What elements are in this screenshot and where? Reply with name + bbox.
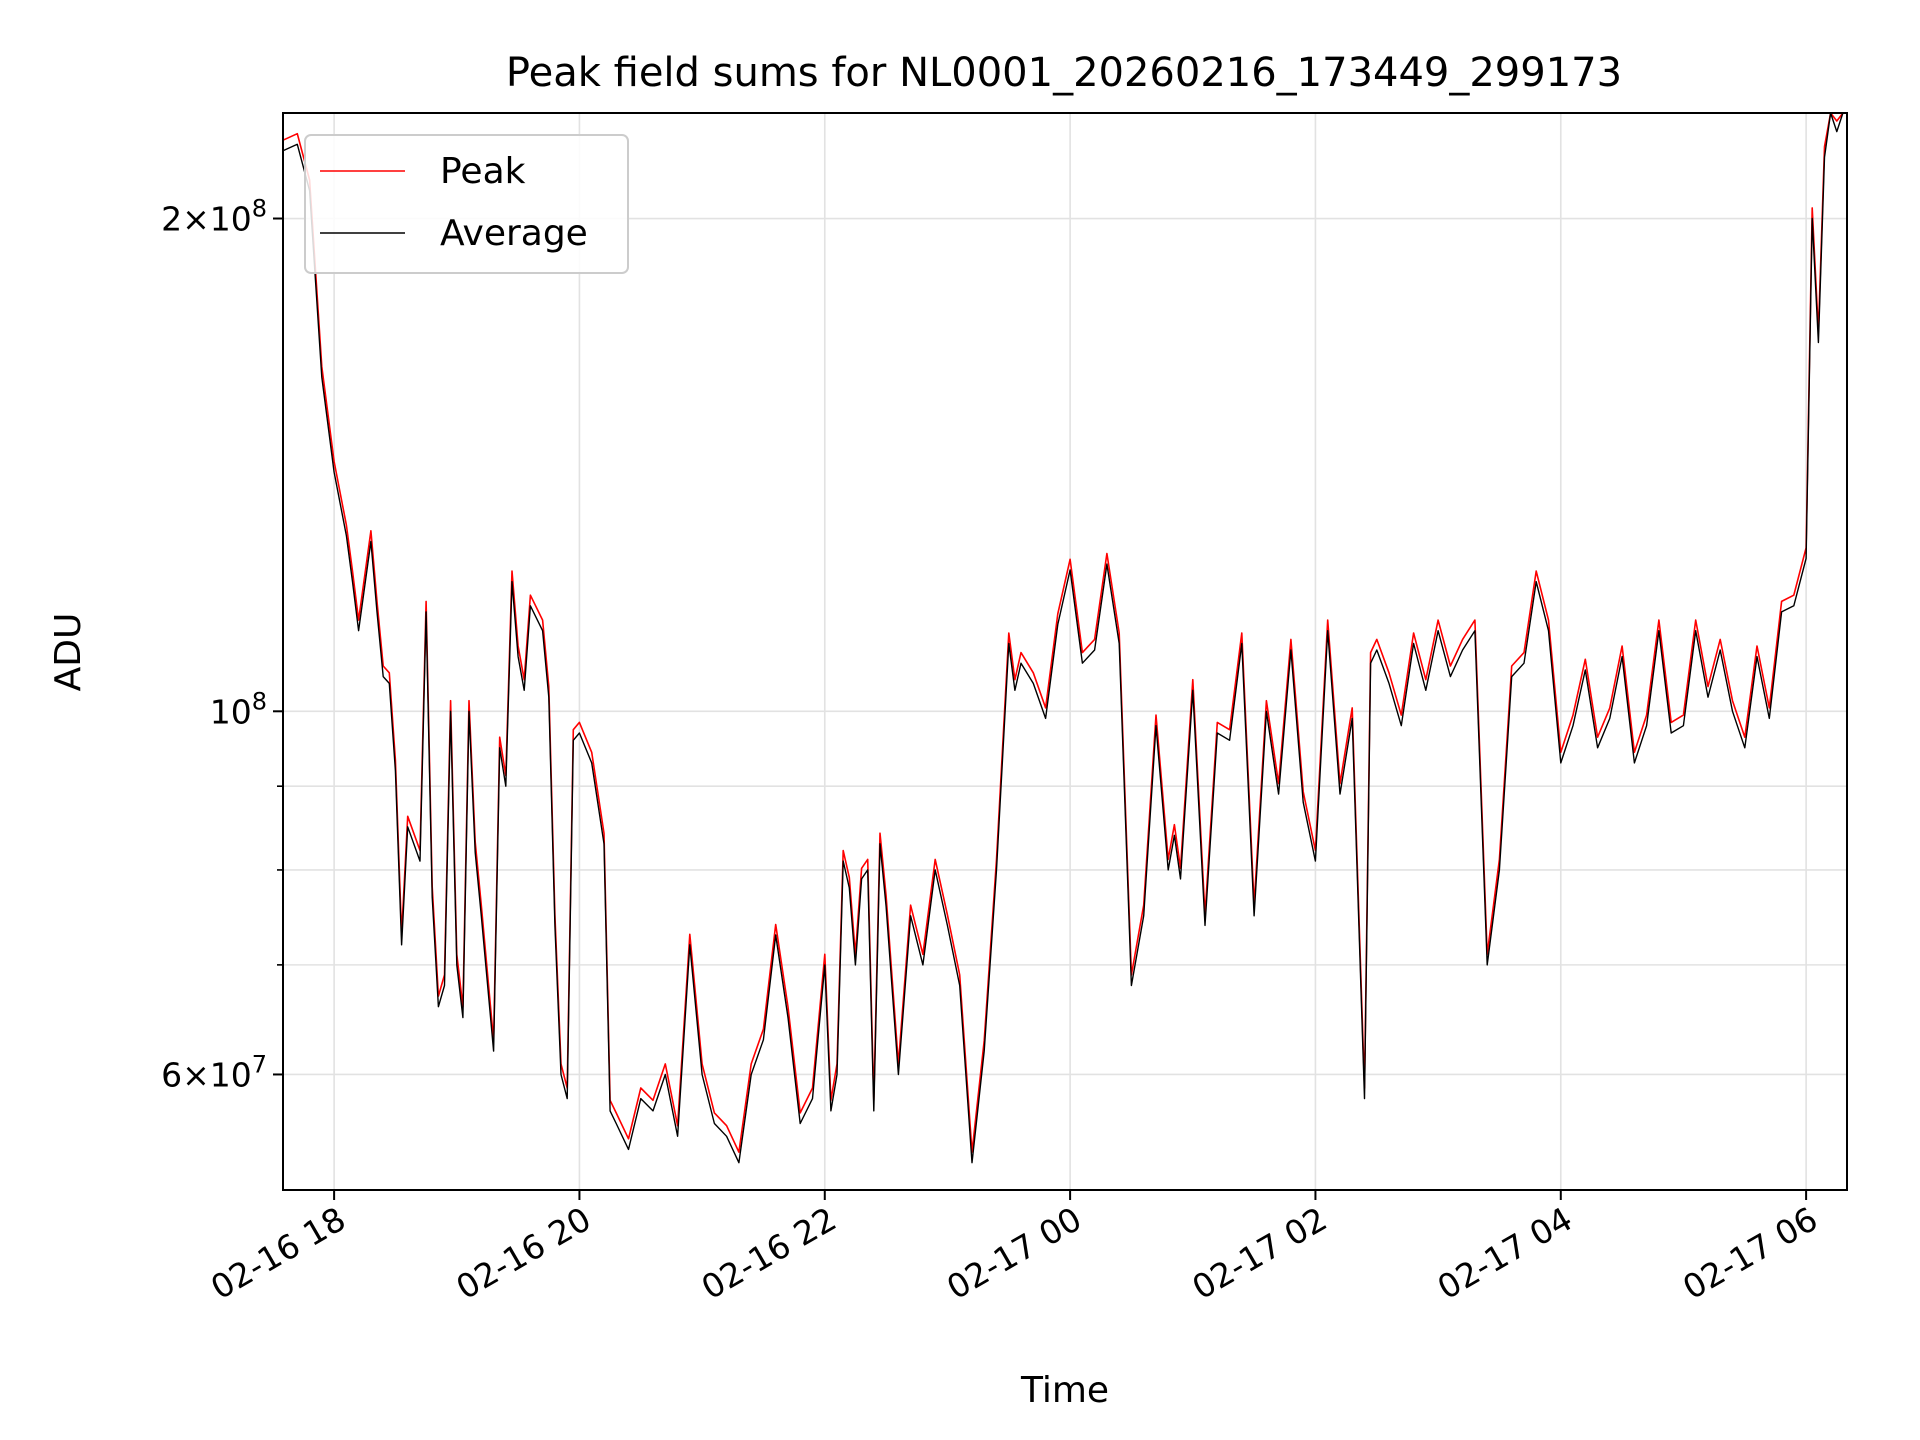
chart-title: Peak field sums for NL0001_20260216_1734… bbox=[506, 50, 1622, 96]
y-tick-label: 2×108 bbox=[161, 195, 267, 239]
y-tick-label: 6×107 bbox=[161, 1050, 267, 1094]
x-axis-label: Time bbox=[1020, 1370, 1109, 1411]
y-tick-label: 108 bbox=[210, 687, 267, 731]
grid-layer bbox=[283, 113, 1847, 1190]
series-average-layer bbox=[282, 112, 1844, 1164]
series-peak-line bbox=[282, 112, 1844, 1153]
legend-average-label: Average bbox=[440, 213, 588, 254]
y-ticks: 6×107 108 2×108 bbox=[161, 195, 283, 1094]
series-peak-layer bbox=[282, 112, 1844, 1153]
legend: Peak Average bbox=[304, 134, 629, 274]
y-axis-label: ADU bbox=[48, 613, 89, 692]
legend-box bbox=[304, 134, 629, 274]
series-average-line bbox=[282, 112, 1844, 1164]
plot-frame bbox=[282, 112, 1848, 1191]
legend-peak-label: Peak bbox=[440, 151, 526, 192]
